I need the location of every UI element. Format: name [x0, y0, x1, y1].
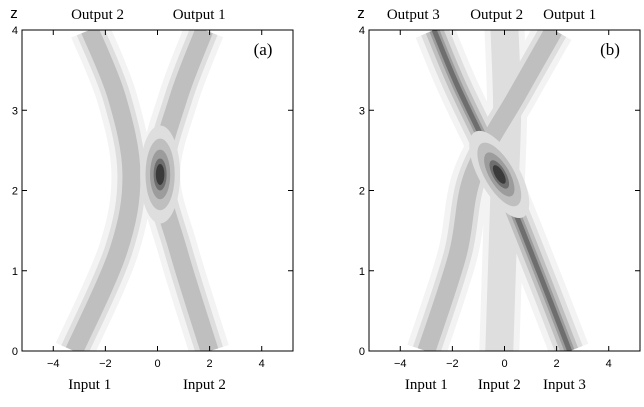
- x-tick-label: 0: [501, 358, 507, 370]
- y-tick-label: 4: [12, 25, 18, 37]
- x-tick-label: 2: [207, 358, 213, 370]
- output-label: Output 1: [173, 7, 226, 23]
- output-label: Output 2: [71, 7, 124, 23]
- x-tick-label: −2: [99, 358, 112, 370]
- plot-area: [22, 30, 293, 351]
- panel-a: −4 −2 0 2 4 0 1 2 3 4 z (a) Output 2 Output 1 Input 1 I…: [10, 5, 294, 393]
- y-tick-label: 3: [359, 105, 365, 117]
- y-axis-label: z: [10, 5, 18, 22]
- beam-1-band-3: [65, 30, 141, 351]
- x-tick-label: 2: [554, 358, 560, 370]
- peak-1-contour-5: [492, 165, 506, 184]
- output-label: Output 3: [387, 7, 440, 23]
- output-label: Output 1: [543, 7, 596, 23]
- input-label: Input 3: [543, 377, 586, 393]
- input-label: Input 1: [405, 377, 448, 393]
- y-tick-label: 2: [359, 186, 365, 198]
- y-tick-label: 0: [359, 346, 365, 358]
- y-axis-label: z: [357, 5, 365, 22]
- peak-1-contour-5: [155, 163, 165, 185]
- y-tick-label: 3: [12, 105, 18, 117]
- panel-label: (b): [600, 40, 620, 59]
- x-tick-label: −4: [394, 358, 407, 370]
- output-label: Output 2: [470, 7, 523, 23]
- y-tick-label: 1: [359, 266, 365, 278]
- x-tick-label: 4: [259, 358, 265, 370]
- y-tick-label: 4: [359, 25, 365, 37]
- panel-label: (a): [254, 40, 273, 59]
- y-tick-label: 0: [12, 346, 18, 358]
- y-tick-label: 2: [12, 186, 18, 198]
- x-tick-label: −4: [47, 358, 60, 370]
- input-label: Input 2: [478, 377, 521, 393]
- input-label: Input 2: [183, 377, 226, 393]
- beam-1-band-3: [417, 30, 562, 351]
- x-tick-label: 0: [154, 358, 160, 370]
- input-label: Input 1: [68, 377, 111, 393]
- x-tick-label: 4: [606, 358, 612, 370]
- y-tick-label: 1: [12, 266, 18, 278]
- x-tick-label: −2: [446, 358, 459, 370]
- plot-area: [369, 30, 640, 351]
